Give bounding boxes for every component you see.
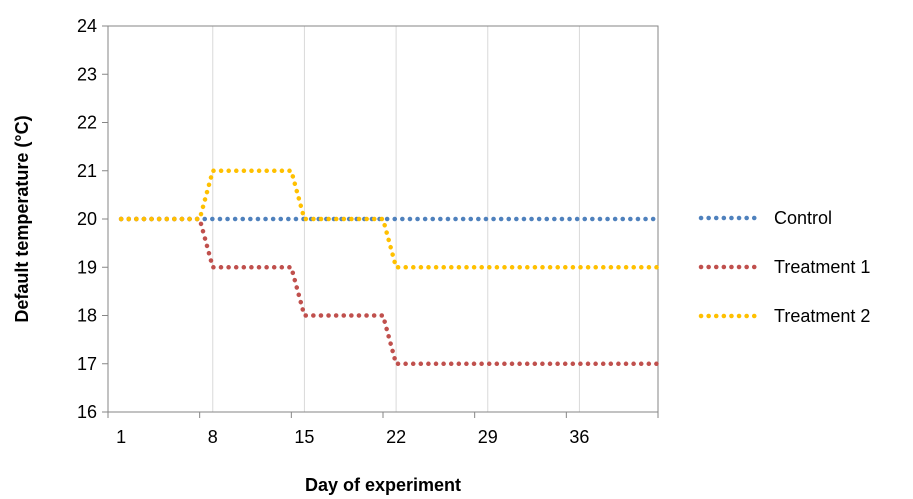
y-tick-label: 16 xyxy=(77,402,97,422)
x-tick-label: 29 xyxy=(478,427,498,447)
legend-label: Control xyxy=(774,208,832,228)
y-tick-label: 22 xyxy=(77,113,97,133)
chart-series xyxy=(118,168,661,367)
x-tick-label: 22 xyxy=(386,427,406,447)
x-tick-label: 1 xyxy=(116,427,126,447)
x-tick-label: 8 xyxy=(208,427,218,447)
x-axis: 1 8 15 22 29 36 xyxy=(107,412,659,447)
y-tick-label: 21 xyxy=(77,161,97,181)
legend-label: Treatment 1 xyxy=(774,257,870,277)
x-axis-title: Day of experiment xyxy=(305,475,461,495)
y-axis: 16 17 18 19 20 21 22 23 24 xyxy=(77,16,108,422)
x-tick-label: 36 xyxy=(569,427,589,447)
legend-label: Treatment 2 xyxy=(774,306,870,326)
y-tick-label: 19 xyxy=(77,257,97,277)
y-tick-label: 17 xyxy=(77,354,97,374)
y-tick-label: 18 xyxy=(77,306,97,326)
x-tick-label: 15 xyxy=(294,427,314,447)
y-tick-label: 24 xyxy=(77,16,97,36)
y-axis-title: Default temperature (°C) xyxy=(12,115,32,322)
chart-legend: Control Treatment 1 Treatment 2 xyxy=(698,208,870,326)
y-tick-label: 20 xyxy=(77,209,97,229)
y-tick-label: 23 xyxy=(77,64,97,84)
